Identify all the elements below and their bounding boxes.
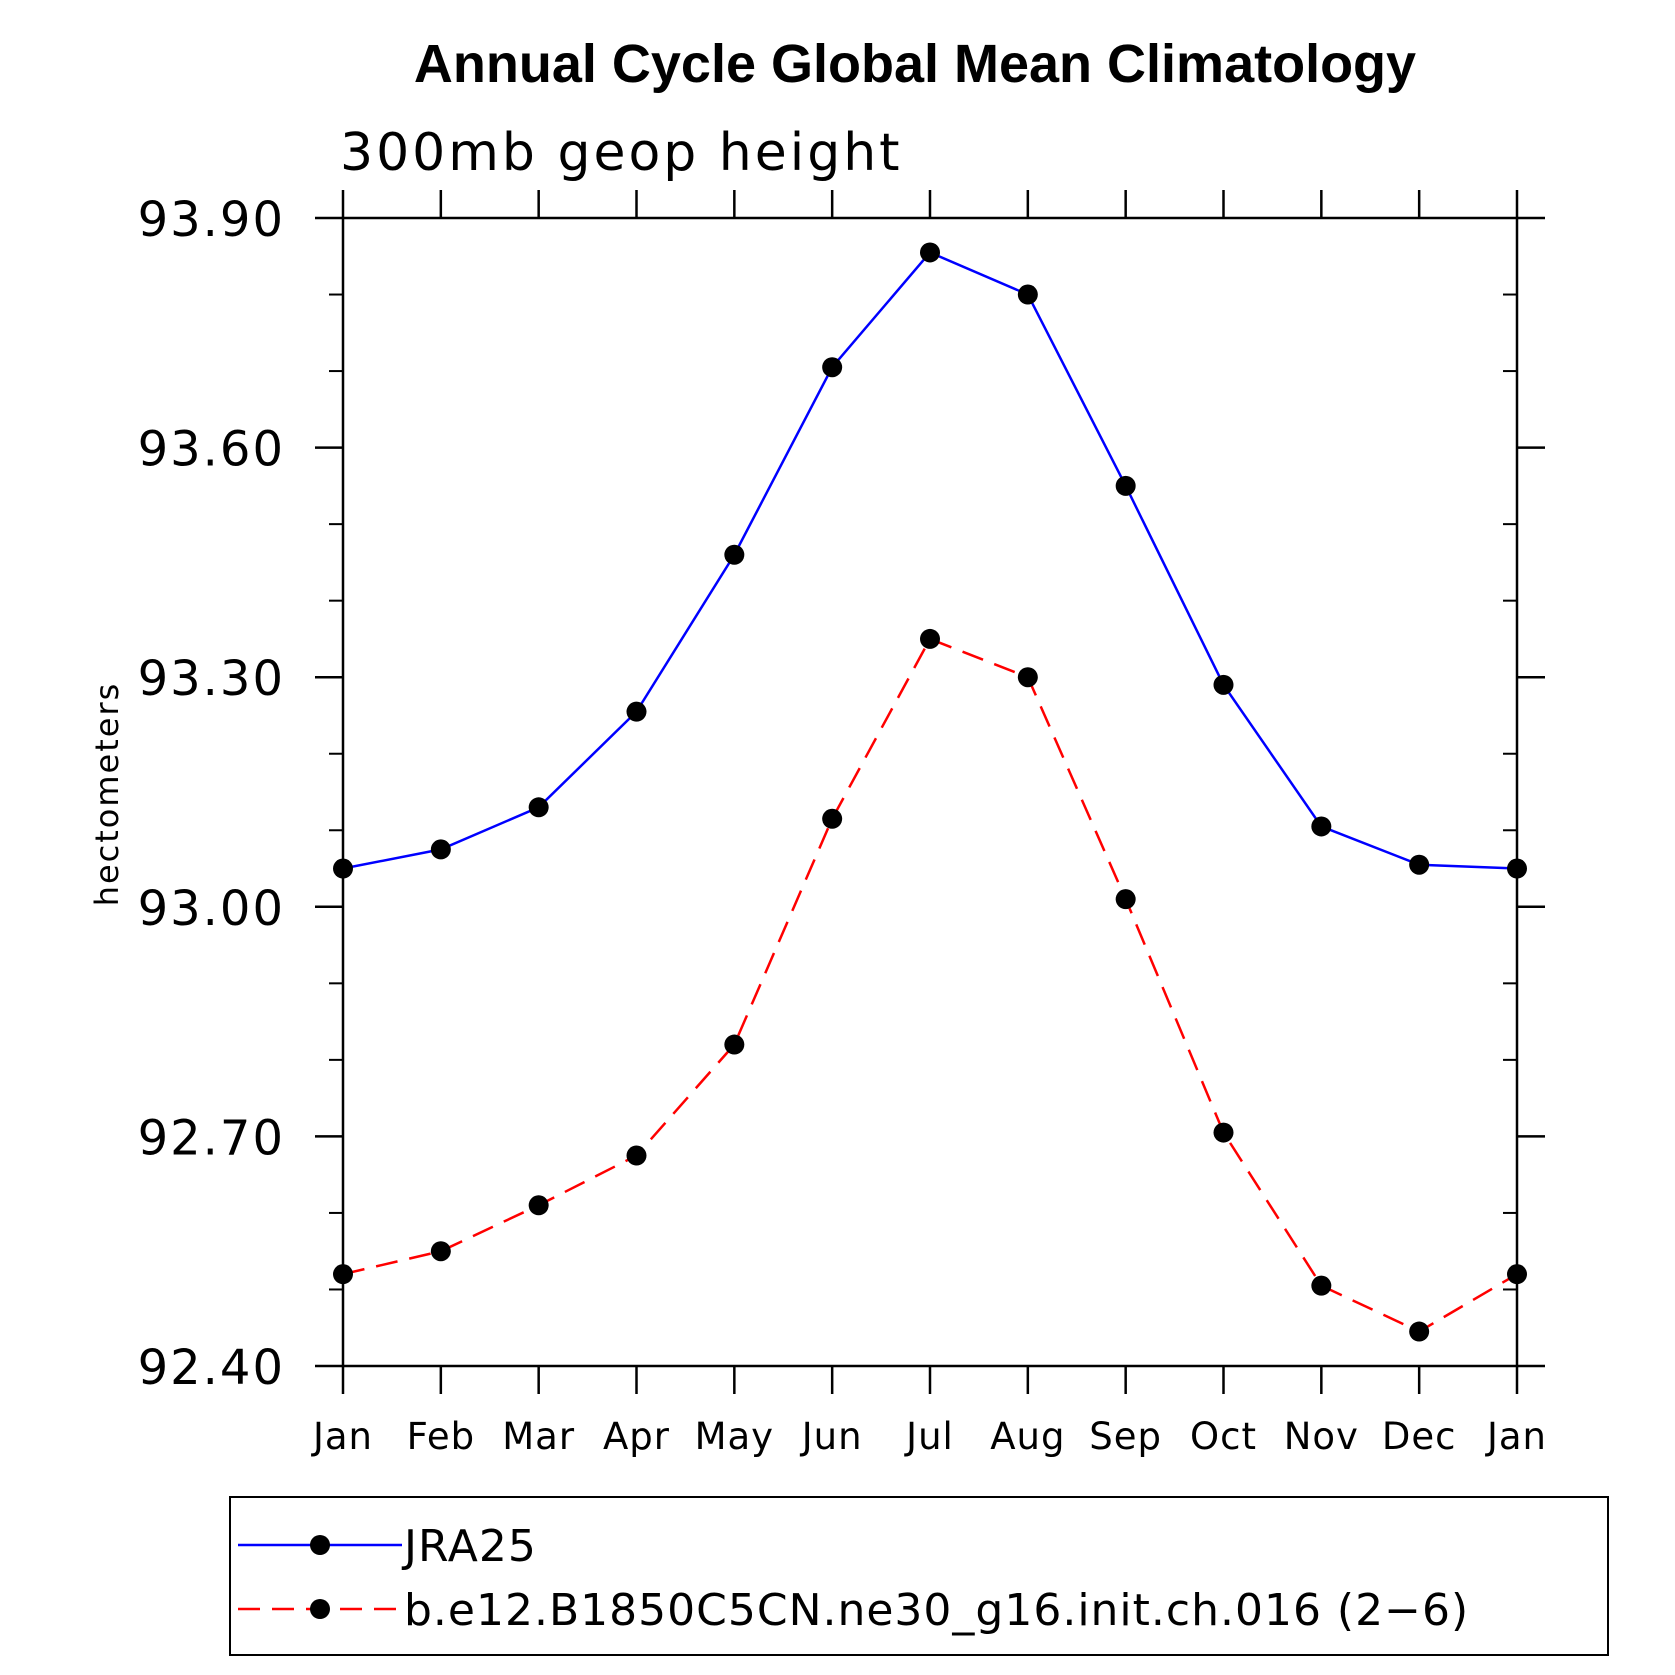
series-line-1 xyxy=(343,639,1517,1332)
series-line-0 xyxy=(343,252,1517,868)
x-tick-label: Apr xyxy=(603,1415,670,1458)
data-point xyxy=(1409,1322,1429,1342)
data-point xyxy=(1311,816,1331,836)
legend: JRA25 b.e12.B1850C5CN.ne30_g16.init.ch.01… xyxy=(238,1521,1469,1636)
data-point xyxy=(1214,1123,1234,1143)
x-tick-label: Jun xyxy=(800,1415,863,1458)
x-tick-label: Nov xyxy=(1284,1415,1359,1458)
data-point xyxy=(627,1146,647,1166)
legend-label: JRA25 xyxy=(401,1521,537,1572)
y-axis-label: hectometers xyxy=(88,682,126,907)
x-tick-label: Jul xyxy=(904,1415,954,1458)
y-tick-label: 93.90 xyxy=(138,192,285,248)
x-tick-label: Aug xyxy=(990,1415,1065,1458)
y-tick-label: 92.40 xyxy=(138,1340,285,1396)
data-point xyxy=(333,859,353,879)
data-point xyxy=(724,545,744,565)
data-point xyxy=(333,1264,353,1284)
x-tick-label: Jan xyxy=(1485,1415,1547,1458)
data-point xyxy=(724,1035,744,1055)
data-point xyxy=(920,242,940,262)
chart-subtitle: 300mb geop height xyxy=(340,123,903,183)
data-point xyxy=(1018,667,1038,687)
data-point xyxy=(822,357,842,377)
data-point xyxy=(1507,1264,1527,1284)
y-tick-label: 93.60 xyxy=(138,422,285,478)
plot-frame xyxy=(343,218,1517,1366)
x-tick-label: May xyxy=(695,1415,775,1458)
series-layer xyxy=(333,242,1527,1341)
y-tick-label: 93.00 xyxy=(138,881,285,937)
data-point xyxy=(1409,855,1429,875)
data-point xyxy=(1214,675,1234,695)
chart-title: Annual Cycle Global Mean Climatology xyxy=(414,34,1416,94)
data-point xyxy=(529,1195,549,1215)
x-tick-label: Oct xyxy=(1190,1415,1257,1458)
data-point xyxy=(1018,285,1038,305)
x-tick-label: Feb xyxy=(407,1415,476,1458)
y-tick-label: 93.30 xyxy=(138,651,285,707)
x-tick-label: Dec xyxy=(1382,1415,1457,1458)
line-chart: Annual Cycle Global Mean Climatology 300… xyxy=(0,0,1675,1675)
legend-marker xyxy=(310,1599,330,1619)
data-point xyxy=(1507,859,1527,879)
legend-label: b.e12.B1850C5CN.ne30_g16.init.ch.016 (2−… xyxy=(404,1585,1469,1636)
data-point xyxy=(529,797,549,817)
data-point xyxy=(1116,476,1136,496)
data-point xyxy=(431,1241,451,1261)
x-tick-label: Sep xyxy=(1089,1415,1162,1458)
legend-marker xyxy=(310,1535,330,1555)
data-point xyxy=(1116,889,1136,909)
data-point xyxy=(627,702,647,722)
y-tick-label: 92.70 xyxy=(138,1110,285,1166)
x-tick-label: Jan xyxy=(311,1415,373,1458)
data-point xyxy=(920,629,940,649)
data-point xyxy=(822,809,842,829)
x-tick-label: Mar xyxy=(502,1415,575,1458)
data-point xyxy=(431,839,451,859)
data-point xyxy=(1311,1276,1331,1296)
